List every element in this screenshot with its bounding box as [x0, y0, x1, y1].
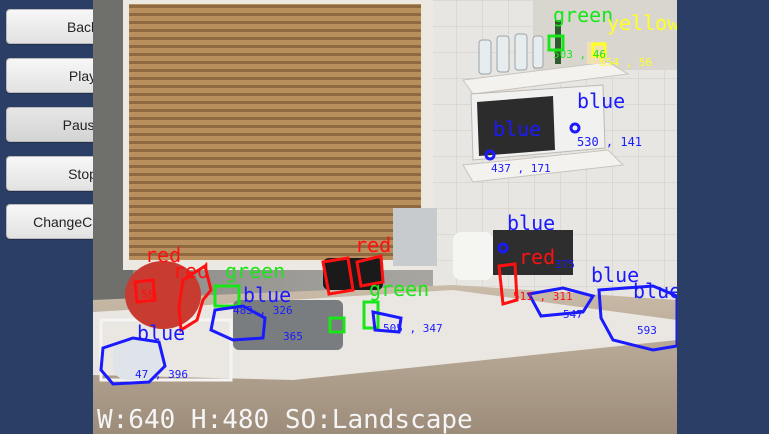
coords-blue-7: 365	[283, 330, 303, 343]
label-blue-5: blue	[633, 279, 677, 303]
window-blind	[129, 4, 421, 260]
label-red-4: red	[355, 233, 391, 257]
red-plate	[125, 261, 201, 329]
camera-feed: green yellow 503 , 46 554 , 56 blue 530 …	[93, 0, 677, 434]
blue-detections	[99, 122, 677, 386]
detection-labels: green yellow 503 , 46 554 , 56 blue 530 …	[135, 3, 677, 381]
label-yellow-1: yellow	[607, 11, 677, 35]
coords-blue-6: 483 , 326	[233, 304, 293, 317]
label-red-1: red	[519, 245, 555, 269]
glasses	[478, 33, 544, 75]
coords-blue-1: 530 , 141	[577, 135, 642, 149]
coords-green-3: 505 , 347	[383, 322, 443, 335]
kettle	[453, 232, 493, 280]
shelf-bottom	[462, 149, 625, 183]
label-blue-2: blue	[493, 117, 541, 141]
coords-red-2: 58	[141, 288, 154, 301]
label-green-1: green	[553, 3, 613, 27]
knife-block	[493, 230, 573, 275]
label-red-2: red	[145, 243, 181, 267]
label-blue-1: blue	[577, 89, 625, 113]
bowl	[113, 340, 161, 380]
resolution-status: W:640 H:480 SO:Landscape	[97, 405, 473, 434]
label-green-2: green	[225, 259, 285, 283]
bottle	[555, 20, 561, 64]
coords-yellow-1: 554 , 56	[599, 56, 652, 69]
coords-blue-2: 437 , 171	[491, 162, 551, 175]
coords-green-1: 503 , 46	[553, 48, 606, 61]
camera-view: green yellow 503 , 46 554 , 56 blue 530 …	[93, 0, 677, 434]
utensil-holder	[393, 208, 437, 266]
label-blue-3: blue	[507, 211, 555, 235]
green-detections	[213, 34, 565, 334]
coords-red-1: 511 , 311	[513, 290, 573, 303]
coords-blue-5: 593	[637, 324, 657, 337]
coords-blue-8: 47 , 396	[135, 368, 188, 381]
label-blue-8: blue	[137, 321, 185, 345]
yellow-detections	[591, 42, 607, 58]
microwave-door	[477, 96, 555, 156]
label-blue-4: blue	[591, 263, 639, 287]
label-red-3: red	[173, 259, 209, 283]
red-detections	[133, 254, 519, 333]
label-blue-6: blue	[243, 283, 291, 307]
shelf-top	[462, 61, 630, 95]
label-green-3: green	[369, 277, 429, 301]
pot	[323, 258, 383, 290]
coords-blue-4: 547	[563, 308, 583, 321]
coords-blue-3: 375	[555, 258, 575, 271]
